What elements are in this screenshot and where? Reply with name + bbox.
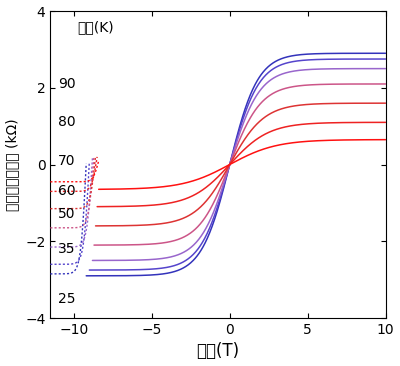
Text: 90: 90 (58, 77, 76, 91)
Text: 60: 60 (58, 184, 76, 198)
Text: 50: 50 (58, 208, 76, 221)
Y-axis label: 異常ホール抗抗 (kΩ): 異常ホール抗抗 (kΩ) (6, 118, 20, 211)
Text: 25: 25 (58, 292, 76, 306)
Text: 温度(K): 温度(K) (77, 20, 114, 34)
Text: 80: 80 (58, 115, 76, 129)
Text: 35: 35 (58, 242, 76, 256)
X-axis label: 磁場(T): 磁場(T) (196, 343, 240, 361)
Text: 70: 70 (58, 154, 76, 168)
